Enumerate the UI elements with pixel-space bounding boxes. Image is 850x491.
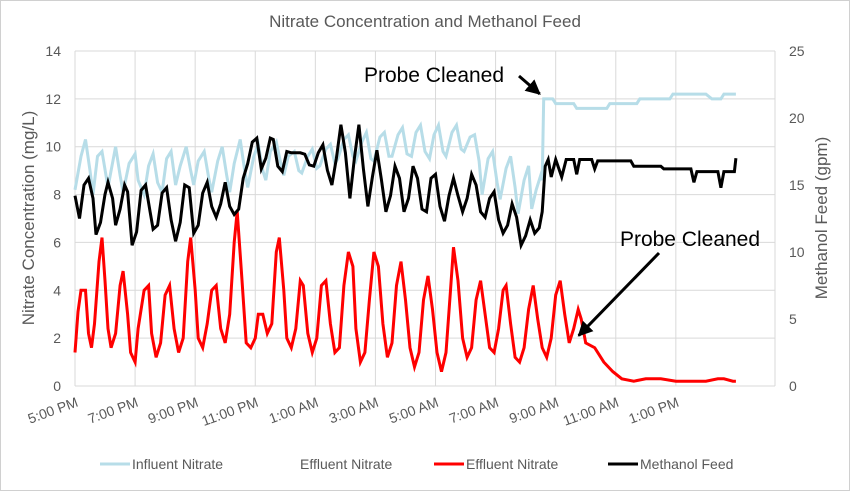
annotation-arrow bbox=[577, 251, 661, 337]
legend-label: Effluent Nitrate bbox=[466, 456, 559, 472]
left-axis-ticks: 0 2 4 6 8 10 12 14 bbox=[45, 43, 61, 394]
x-tick-label: 11:00 PM bbox=[199, 394, 260, 429]
legend: Influent Nitrate Effluent Nitrate Effluent… bbox=[100, 456, 733, 472]
series-line-methanol-feed bbox=[73, 124, 738, 251]
annotations: Probe Cleaned Probe Cleaned bbox=[364, 64, 760, 337]
right-axis-ticks: 0 5 10 15 20 25 bbox=[789, 43, 805, 394]
legend-label: Methanol Feed bbox=[640, 456, 733, 472]
y2-axis-label: Methanol Feed (gpm) bbox=[812, 137, 831, 300]
y-tick-label: 8 bbox=[53, 187, 61, 203]
series-line-influent-nitrate bbox=[73, 92, 736, 214]
y-tick-label: 4 bbox=[53, 282, 61, 298]
x-tick-label: 11:00 AM bbox=[561, 394, 621, 429]
annotation-label: Probe Cleaned bbox=[364, 64, 504, 87]
y-tick-label: 10 bbox=[45, 139, 61, 155]
y-tick-label: 2 bbox=[53, 330, 61, 346]
x-tick-label: 3:00 AM bbox=[327, 394, 381, 427]
x-tick-label: 5:00 PM bbox=[26, 394, 80, 427]
y2-tick-label: 15 bbox=[789, 177, 805, 193]
series-line-effluent-nitrate bbox=[73, 211, 736, 383]
x-tick-label: 5:00 AM bbox=[387, 394, 441, 427]
y2-tick-label: 20 bbox=[789, 110, 805, 126]
x-tick-label: 7:00 PM bbox=[86, 394, 140, 427]
y2-tick-label: 25 bbox=[789, 43, 805, 59]
y-axis-label: Nitrate Concentration (mg/L) bbox=[19, 111, 38, 325]
y-tick-label: 0 bbox=[53, 378, 61, 394]
x-tick-label: 7:00 AM bbox=[447, 394, 501, 427]
x-tick-label: 9:00 AM bbox=[507, 394, 561, 427]
legend-label: Effluent Nitrate bbox=[300, 456, 393, 472]
legend-label: Influent Nitrate bbox=[132, 456, 223, 472]
annotation-arrow bbox=[518, 74, 541, 95]
y-tick-label: 14 bbox=[45, 43, 61, 59]
x-tick-label: 9:00 PM bbox=[146, 394, 200, 427]
y-tick-label: 6 bbox=[53, 234, 61, 250]
series-lines bbox=[73, 92, 738, 383]
y2-tick-label: 10 bbox=[789, 244, 805, 260]
y2-tick-label: 0 bbox=[789, 378, 797, 394]
y-tick-label: 12 bbox=[45, 91, 61, 107]
y2-tick-label: 5 bbox=[789, 311, 797, 327]
chart-title: Nitrate Concentration and Methanol Feed bbox=[269, 12, 581, 31]
x-axis-ticks: 5:00 PM 7:00 PM 9:00 PM 11:00 PM 1:00 AM 3:00… bbox=[26, 394, 681, 429]
x-tick-label: 1:00 AM bbox=[267, 394, 321, 427]
annotation-label: Probe Cleaned bbox=[620, 228, 760, 251]
x-tick-label: 1:00 PM bbox=[626, 394, 680, 427]
